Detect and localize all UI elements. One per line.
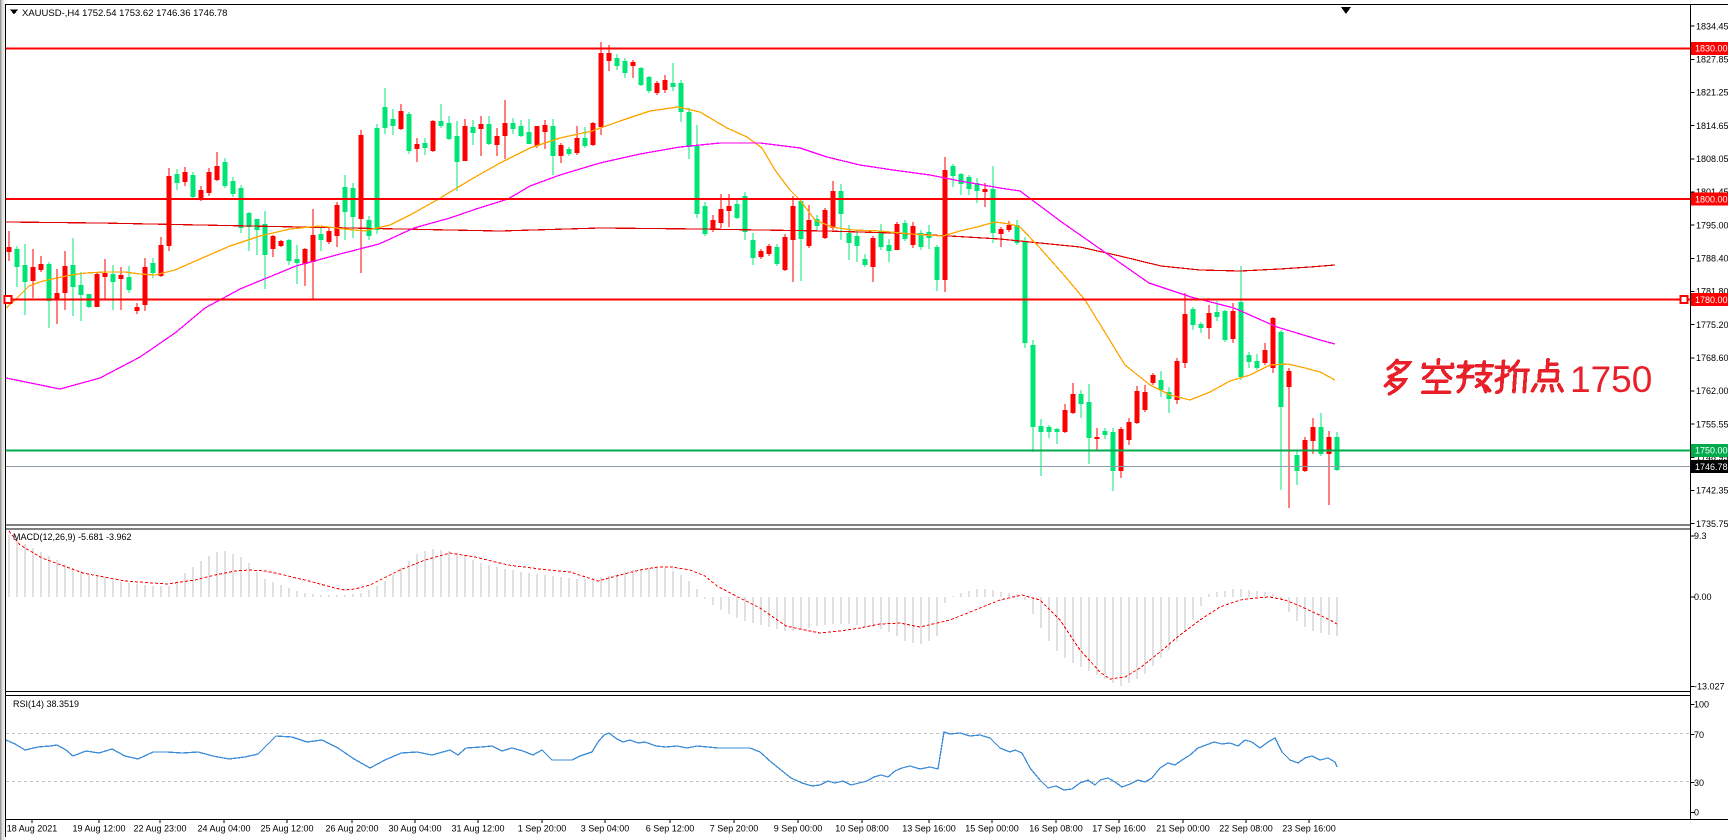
svg-text:100: 100 bbox=[1694, 700, 1709, 710]
svg-text:1781.80: 1781.80 bbox=[1696, 287, 1728, 297]
svg-text:1821.25: 1821.25 bbox=[1696, 88, 1728, 98]
svg-text:1788.40: 1788.40 bbox=[1696, 254, 1728, 264]
svg-text:1795.00: 1795.00 bbox=[1696, 220, 1728, 230]
svg-text:1 Sep 20:00: 1 Sep 20:00 bbox=[518, 824, 567, 834]
svg-text:17 Sep 16:00: 17 Sep 16:00 bbox=[1092, 824, 1146, 834]
svg-text:1742.35: 1742.35 bbox=[1696, 486, 1728, 496]
svg-text:21 Sep 00:00: 21 Sep 00:00 bbox=[1156, 824, 1210, 834]
svg-text:24 Aug 04:00: 24 Aug 04:00 bbox=[197, 824, 250, 834]
svg-text:1834.45: 1834.45 bbox=[1696, 21, 1728, 31]
svg-text:19 Aug 12:00: 19 Aug 12:00 bbox=[72, 824, 125, 834]
svg-text:9.3: 9.3 bbox=[1694, 531, 1707, 541]
svg-text:1775.20: 1775.20 bbox=[1696, 320, 1728, 330]
svg-text:1808.05: 1808.05 bbox=[1696, 154, 1728, 164]
svg-text:26 Aug 20:00: 26 Aug 20:00 bbox=[325, 824, 378, 834]
svg-text:1768.60: 1768.60 bbox=[1696, 353, 1728, 363]
svg-text:RSI(14) 38.3519: RSI(14) 38.3519 bbox=[13, 699, 79, 709]
svg-text:16 Sep 08:00: 16 Sep 08:00 bbox=[1029, 824, 1083, 834]
svg-text:1750.00: 1750.00 bbox=[1695, 446, 1728, 456]
svg-text:23 Sep 16:00: 23 Sep 16:00 bbox=[1282, 824, 1336, 834]
svg-text:1801.45: 1801.45 bbox=[1696, 187, 1728, 197]
svg-text:1780.00: 1780.00 bbox=[1695, 295, 1728, 305]
svg-text:10 Sep 08:00: 10 Sep 08:00 bbox=[835, 824, 889, 834]
svg-text:1762.00: 1762.00 bbox=[1696, 386, 1728, 396]
svg-text:1735.75: 1735.75 bbox=[1696, 519, 1728, 529]
svg-text:13 Sep 16:00: 13 Sep 16:00 bbox=[902, 824, 956, 834]
svg-text:3 Sep 04:00: 3 Sep 04:00 bbox=[581, 824, 630, 834]
svg-text:1748.95: 1748.95 bbox=[1696, 453, 1728, 463]
svg-text:1750: 1750 bbox=[1570, 359, 1652, 400]
svg-text:31 Aug 12:00: 31 Aug 12:00 bbox=[451, 824, 504, 834]
svg-text:22 Sep 08:00: 22 Sep 08:00 bbox=[1219, 824, 1273, 834]
svg-text:25 Aug 12:00: 25 Aug 12:00 bbox=[260, 824, 313, 834]
svg-text:1827.85: 1827.85 bbox=[1696, 55, 1728, 65]
svg-text:18 Aug 2021: 18 Aug 2021 bbox=[7, 824, 58, 834]
svg-text:30 Aug 04:00: 30 Aug 04:00 bbox=[388, 824, 441, 834]
svg-text:7 Sep 20:00: 7 Sep 20:00 bbox=[710, 824, 759, 834]
svg-text:15 Sep 00:00: 15 Sep 00:00 bbox=[965, 824, 1019, 834]
svg-text:1746.78: 1746.78 bbox=[1695, 462, 1728, 472]
svg-text:70: 70 bbox=[1694, 730, 1704, 740]
svg-text:0: 0 bbox=[1694, 808, 1699, 818]
svg-text:1800.00: 1800.00 bbox=[1695, 194, 1728, 204]
svg-text:1830.00: 1830.00 bbox=[1695, 44, 1728, 54]
svg-text:MACD(12,26,9) -5.681 -3.962: MACD(12,26,9) -5.681 -3.962 bbox=[13, 532, 132, 542]
svg-text:-13.027: -13.027 bbox=[1694, 682, 1725, 692]
svg-text:6 Sep 12:00: 6 Sep 12:00 bbox=[646, 824, 695, 834]
svg-text:22 Aug 23:00: 22 Aug 23:00 bbox=[133, 824, 186, 834]
svg-text:0.00: 0.00 bbox=[1694, 592, 1712, 602]
svg-text:XAUUSD-,H4 1752.54 1753.62 17: XAUUSD-,H4 1752.54 1753.62 1746.36 1746.… bbox=[22, 8, 227, 19]
svg-text:30: 30 bbox=[1694, 778, 1704, 788]
svg-text:1814.65: 1814.65 bbox=[1696, 121, 1728, 131]
svg-text:1755.55: 1755.55 bbox=[1696, 419, 1728, 429]
svg-text:9 Sep 00:00: 9 Sep 00:00 bbox=[774, 824, 823, 834]
